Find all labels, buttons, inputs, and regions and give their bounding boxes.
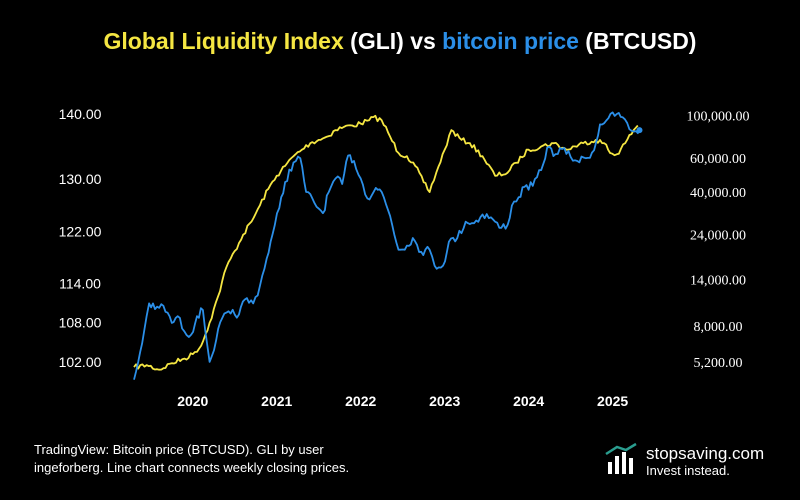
source-line-2: ingeforberg. Line chart connects weekly … <box>34 460 350 475</box>
title-mid: (GLI) vs <box>343 28 443 54</box>
right-tick-label: 40,000.00 <box>690 186 746 201</box>
left-tick-label: 122.00 <box>59 223 102 239</box>
right-tick-label: 100,000.00 <box>687 110 750 125</box>
title-gli: Global Liquidity Index <box>103 28 344 54</box>
left-tick-label: 140.00 <box>59 106 102 122</box>
right-axis: 100,000.00 60,000.00 40,000.00 24,000.00 14,… <box>687 110 750 371</box>
x-axis: 2020 2021 2022 2023 2024 2025 <box>177 393 628 409</box>
left-axis: 140.00 130.00 122.00 114.00 108.00 102.00 <box>59 106 102 370</box>
x-tick-label: 2025 <box>597 393 628 409</box>
right-tick-label: 24,000.00 <box>690 228 746 243</box>
brand-logo-block: stopsaving.com Invest instead. <box>604 442 794 482</box>
x-tick-label: 2023 <box>429 393 460 409</box>
right-tick-label: 5,200.00 <box>694 356 743 371</box>
left-tick-label: 102.00 <box>59 354 102 370</box>
x-tick-label: 2021 <box>261 393 292 409</box>
btc-last-point <box>636 127 643 134</box>
left-tick-label: 130.00 <box>59 171 102 187</box>
left-tick-label: 108.00 <box>59 315 102 331</box>
btc-series-line <box>133 111 641 380</box>
right-tick-label: 60,000.00 <box>690 152 746 167</box>
x-tick-label: 2024 <box>513 393 544 409</box>
x-tick-label: 2022 <box>345 393 376 409</box>
source-note: TradingView: Bitcoin price (BTCUSD). GLI… <box>34 441 434 477</box>
series-layer <box>133 111 643 380</box>
x-tick-label: 2020 <box>177 393 208 409</box>
title-end: (BTCUSD) <box>578 28 697 54</box>
source-line-1: TradingView: Bitcoin price (BTCUSD). GLI… <box>34 442 324 457</box>
right-tick-label: 8,000.00 <box>694 320 743 335</box>
brand-name: stopsaving.com <box>646 444 765 463</box>
brand-tagline: Invest instead. <box>646 463 730 478</box>
chart-title: Global Liquidity Index (GLI) vs bitcoin … <box>0 28 800 55</box>
bar-chart-icon <box>605 442 637 474</box>
left-tick-label: 114.00 <box>59 276 101 292</box>
right-tick-label: 14,000.00 <box>690 273 746 288</box>
title-btc: bitcoin price <box>442 28 579 54</box>
gli-series-line <box>133 114 639 371</box>
